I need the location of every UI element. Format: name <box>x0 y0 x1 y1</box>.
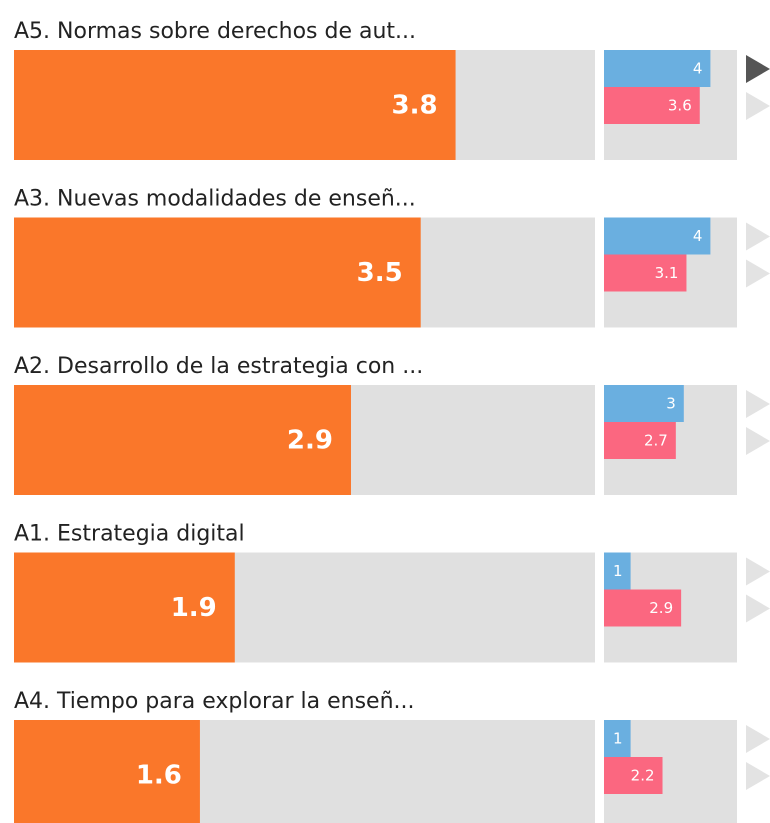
bar <box>14 552 235 663</box>
compare-value-label: 3.6 <box>668 97 692 115</box>
compare-bar <box>604 254 687 292</box>
category-label: A3. Nuevas modalidades de enseñ... <box>14 187 416 212</box>
compare-value-label: 1 <box>613 730 623 748</box>
category-label: A5. Normas sobre derechos de aut... <box>14 19 416 44</box>
toggle-arrow[interactable] <box>746 55 770 83</box>
compare-bar <box>604 757 663 794</box>
value-label: 2.9 <box>287 426 333 456</box>
compare-bar <box>604 720 631 757</box>
value-label: 3.5 <box>357 258 403 288</box>
toggle-arrow[interactable] <box>746 725 770 753</box>
value-label: 3.8 <box>391 91 437 121</box>
bar <box>14 385 351 495</box>
toggle-arrow[interactable] <box>746 427 770 455</box>
bar <box>14 217 421 328</box>
category-label: A1. Estrategia digital <box>14 522 245 547</box>
toggle-arrow[interactable] <box>746 557 770 586</box>
bar <box>14 50 456 160</box>
toggle-arrow[interactable] <box>746 390 770 418</box>
compare-value-label: 4 <box>693 60 703 78</box>
toggle-arrow[interactable] <box>746 594 770 623</box>
compare-value-label: 3 <box>666 395 676 413</box>
compare-value-label: 2.2 <box>631 767 655 785</box>
compare-bar <box>604 385 684 422</box>
toggle-arrow[interactable] <box>746 762 770 790</box>
category-label: A2. Desarrollo de la estrategia con ... <box>14 354 423 379</box>
toggle-arrow[interactable] <box>746 222 770 251</box>
bar <box>14 720 200 823</box>
compare-value-label: 4 <box>693 227 703 245</box>
compare-bar <box>604 422 676 459</box>
toggle-arrow[interactable] <box>746 259 770 288</box>
value-label: 1.9 <box>171 593 217 623</box>
compare-bar <box>604 589 682 627</box>
compare-bar <box>604 87 700 124</box>
value-label: 1.6 <box>136 761 182 791</box>
compare-value-label: 2.7 <box>644 432 668 450</box>
compare-bar <box>604 217 711 255</box>
compare-value-label: 1 <box>613 562 623 580</box>
compare-bar <box>604 552 631 590</box>
compare-bar <box>604 50 711 87</box>
category-label: A4. Tiempo para explorar la enseñ... <box>14 689 415 714</box>
compare-value-label: 3.1 <box>655 264 679 282</box>
compare-value-label: 2.9 <box>649 599 673 617</box>
toggle-arrow[interactable] <box>746 92 770 120</box>
